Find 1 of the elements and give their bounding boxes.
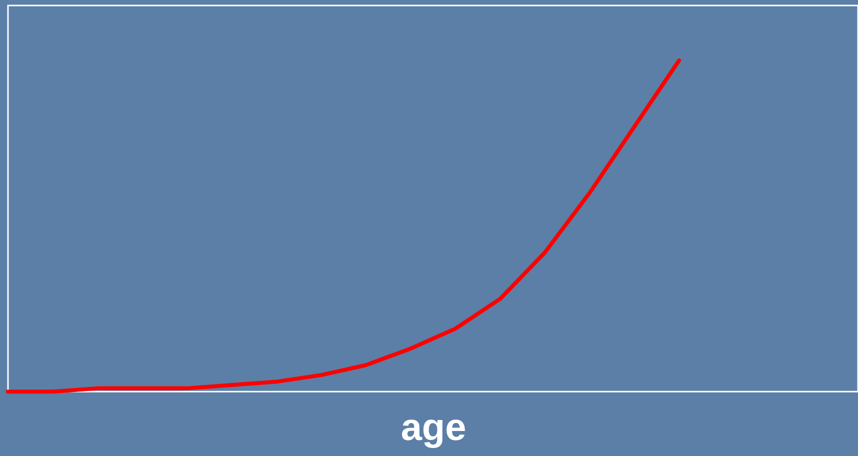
x-axis-title: age [400,407,466,450]
